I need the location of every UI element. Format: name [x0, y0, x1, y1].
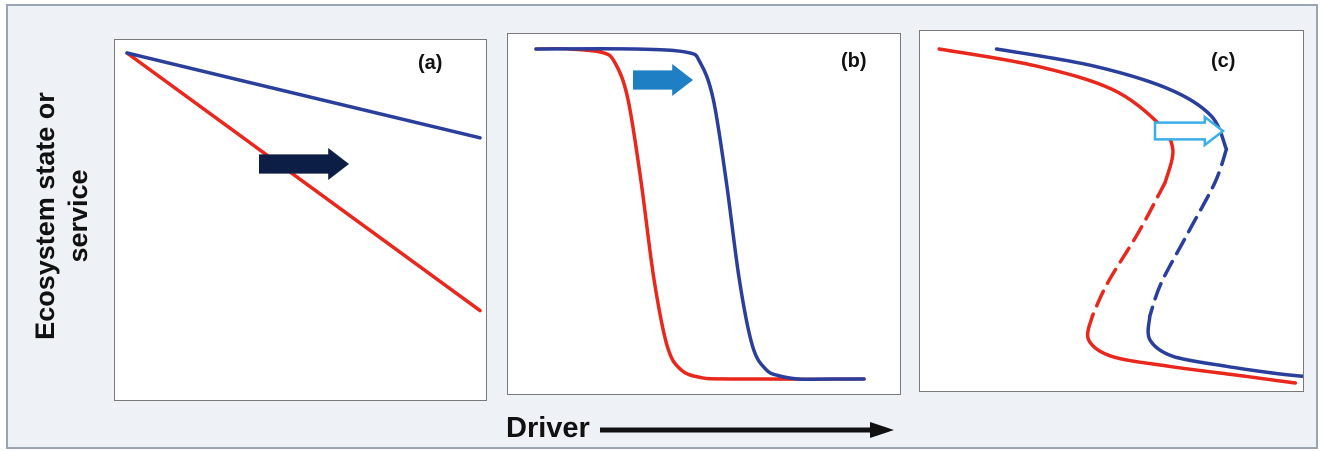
red-curve-solid-0: [534, 46, 866, 381]
panel-b: (b): [507, 33, 901, 395]
panel-c-label: (c): [1211, 50, 1236, 72]
panel-a-label: (a): [418, 52, 443, 74]
red-curve-solid-0: [937, 47, 1175, 185]
blue-curve-solid-3: [994, 47, 1229, 151]
panel-a: (a): [114, 39, 487, 401]
panel-b-label: (b): [841, 50, 867, 72]
red-curve-solid-0: [125, 51, 482, 313]
panel-c-plot: [937, 47, 1303, 385]
red-curve-solid-2: [1085, 314, 1298, 385]
blue-curve-solid-1: [534, 46, 866, 382]
blue-curve-solid-5: [1146, 314, 1303, 379]
shift-arrow-icon-1: [633, 64, 693, 96]
figure-frame: Ecosystem state or service (a) (b) (c) D…: [6, 4, 1318, 449]
blue-curve-solid-1: [125, 51, 482, 140]
panel-b-plot: [534, 46, 866, 382]
x-axis-arrow-icon: [600, 422, 894, 438]
red-curve-dashed-1: [1090, 180, 1167, 318]
x-axis-label: Driver: [506, 412, 590, 444]
panel-a-plot: [125, 51, 482, 313]
blue-curve-dashed-4: [1148, 147, 1229, 318]
panel-c: (c): [919, 30, 1304, 392]
shift-arrow-icon-2: [1153, 114, 1226, 148]
shift-arrow-icon-0: [259, 148, 349, 180]
y-axis-label: Ecosystem state or service: [30, 92, 93, 340]
